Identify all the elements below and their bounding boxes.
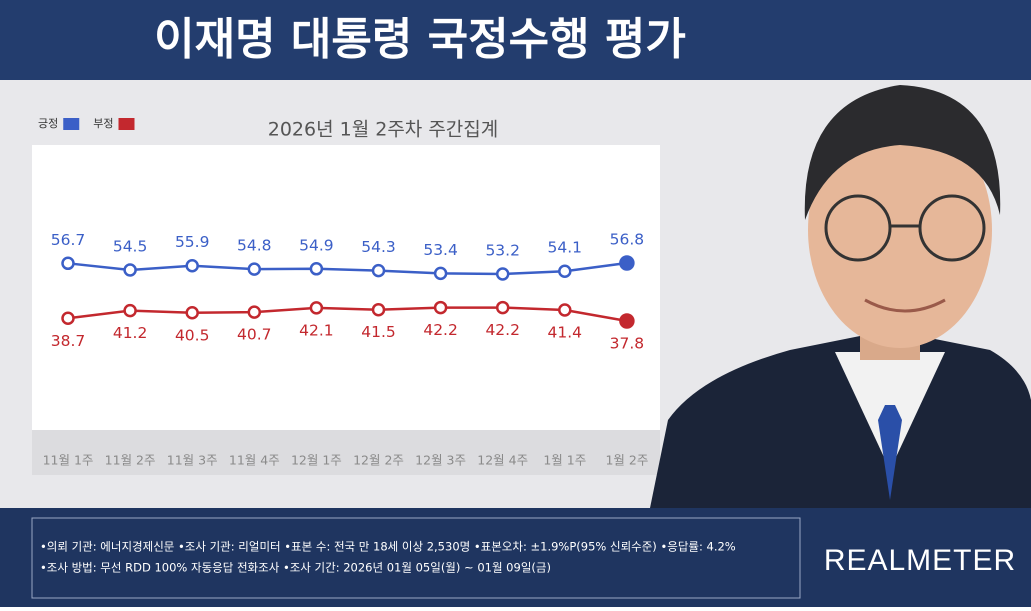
data-label: 38.7 (51, 332, 86, 350)
data-label: 56.8 (610, 231, 645, 249)
brand: REALMETER (824, 544, 1016, 577)
data-point (371, 263, 386, 278)
data-label: 53.2 (485, 241, 520, 259)
footer-box (31, 517, 801, 599)
x-tick-label: 11월 2주 (105, 453, 156, 468)
data-label: 54.9 (299, 236, 334, 254)
data-label: 55.9 (175, 233, 210, 251)
data-point (185, 258, 199, 273)
data-point (247, 305, 262, 319)
footer-line: •조사 방법: 무선 RDD 100% 자동응답 전화조사 •조사 기간: 20… (40, 561, 551, 575)
data-label: 37.8 (610, 335, 645, 353)
data-label: 41.5 (361, 323, 396, 341)
data-label: 54.8 (237, 237, 272, 255)
portrait (650, 85, 1031, 508)
data-label: 53.4 (423, 241, 458, 259)
x-tick-label: 1월 1주 (543, 453, 586, 468)
data-label: 42.2 (485, 321, 520, 339)
data-point (558, 264, 572, 278)
data-label: 56.7 (51, 231, 86, 249)
plot-area (32, 145, 660, 430)
data-point (558, 303, 572, 317)
data-point (619, 255, 635, 271)
x-tick-label: 12월 1주 (291, 453, 342, 468)
data-label: 41.2 (113, 324, 148, 342)
data-point (61, 256, 75, 271)
series-line (67, 306, 628, 323)
legend-swatch (63, 118, 80, 130)
data-point (61, 311, 75, 326)
legend-label: 부정 (93, 117, 113, 130)
data-label: 41.4 (548, 324, 583, 342)
x-tick-label: 11월 1주 (43, 453, 94, 468)
chart-subtitle: 2026년 1월 2주차 주간집계 (268, 119, 499, 141)
footer-band (0, 508, 1031, 607)
x-tick-label: 11월 4주 (229, 453, 280, 468)
footer-line: •의뢰 기관: 에너지경제신문 •조사 기관: 리얼미터 •표본 수: 전국 만… (40, 540, 736, 554)
x-tick-label: 11월 3주 (167, 453, 218, 468)
data-point (123, 263, 137, 277)
data-point (433, 300, 448, 315)
data-point (185, 306, 199, 320)
data-point (309, 262, 324, 276)
x-tick-label: 12월 2주 (353, 453, 404, 468)
series-line (67, 261, 628, 276)
data-point (495, 267, 510, 281)
x-tick-label: 12월 3주 (415, 453, 466, 468)
x-tick-label: 12월 4주 (477, 453, 528, 468)
data-label: 42.1 (299, 321, 334, 339)
data-point (371, 302, 386, 317)
data-point (619, 313, 635, 329)
data-point (309, 301, 324, 315)
legend-label: 긍정 (38, 117, 58, 130)
data-label: 54.1 (548, 239, 583, 257)
data-label: 42.2 (423, 321, 458, 339)
data-point (247, 262, 262, 276)
category-band (32, 430, 660, 475)
data-point (433, 266, 448, 281)
chart-title: 이재명 대통령 국정수행 평가 (154, 14, 686, 65)
legend-swatch (118, 118, 135, 130)
x-tick-label: 1월 2주 (605, 453, 648, 468)
data-point (123, 303, 137, 318)
data-label: 40.5 (175, 326, 210, 344)
title-banner (0, 0, 1031, 80)
data-label: 54.5 (113, 238, 148, 256)
data-label: 54.3 (361, 238, 396, 256)
data-point (495, 300, 510, 315)
data-label: 40.7 (237, 326, 272, 344)
